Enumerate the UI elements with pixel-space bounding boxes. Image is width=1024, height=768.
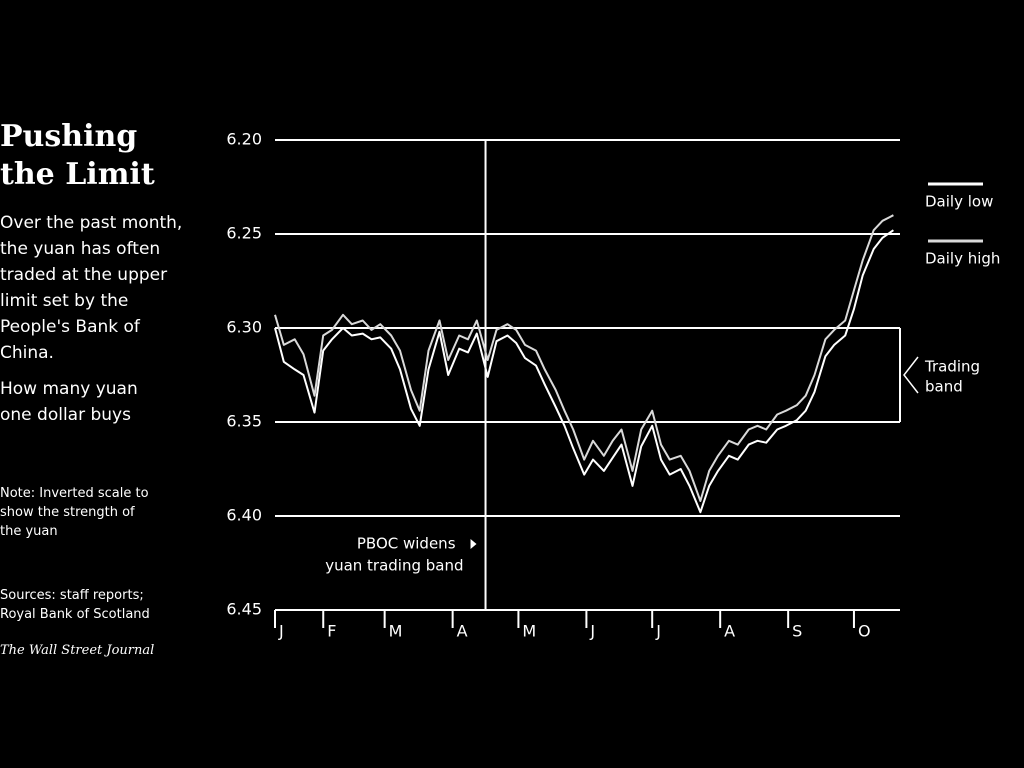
x-tick-label: A: [724, 622, 735, 641]
band-pointer: [903, 356, 919, 394]
band-label: Trading: [924, 358, 980, 376]
y-tick-label: 6.40: [226, 506, 262, 525]
title: Pushing the Limit: [0, 119, 155, 192]
series-line: [274, 214, 894, 502]
series-line: [274, 229, 894, 514]
subtitle: How many yuan one dollar buys: [0, 379, 138, 425]
legend-label: Daily high: [925, 250, 1000, 268]
sources: Sources: staff reports; Royal Bank of Sc…: [0, 588, 150, 622]
y-tick-label: 6.20: [226, 130, 262, 149]
legend-label: Daily low: [925, 193, 993, 211]
x-tick-label: J: [589, 622, 595, 641]
x-tick-label: M: [389, 622, 403, 641]
x-tick-label: O: [858, 622, 871, 641]
note: Note: Inverted scale to show the strengt…: [0, 486, 149, 539]
y-tick-label: 6.35: [226, 412, 262, 431]
description: Over the past month, the yuan has often …: [0, 213, 183, 363]
y-tick-label: 6.45: [226, 600, 262, 619]
credit: The Wall Street Journal: [0, 643, 155, 658]
event-arrow: [470, 539, 477, 549]
x-tick-label: F: [327, 622, 336, 641]
x-tick-label: J: [278, 622, 284, 641]
event-label: yuan trading band: [325, 557, 463, 575]
x-tick-label: S: [792, 622, 802, 641]
x-tick-label: M: [522, 622, 536, 641]
event-label: PBOC widens: [357, 535, 456, 553]
x-tick-label: A: [457, 622, 468, 641]
y-tick-label: 6.30: [226, 318, 262, 337]
band-label: band: [925, 378, 963, 396]
x-tick-label: J: [655, 622, 661, 641]
y-tick-label: 6.25: [226, 224, 262, 243]
